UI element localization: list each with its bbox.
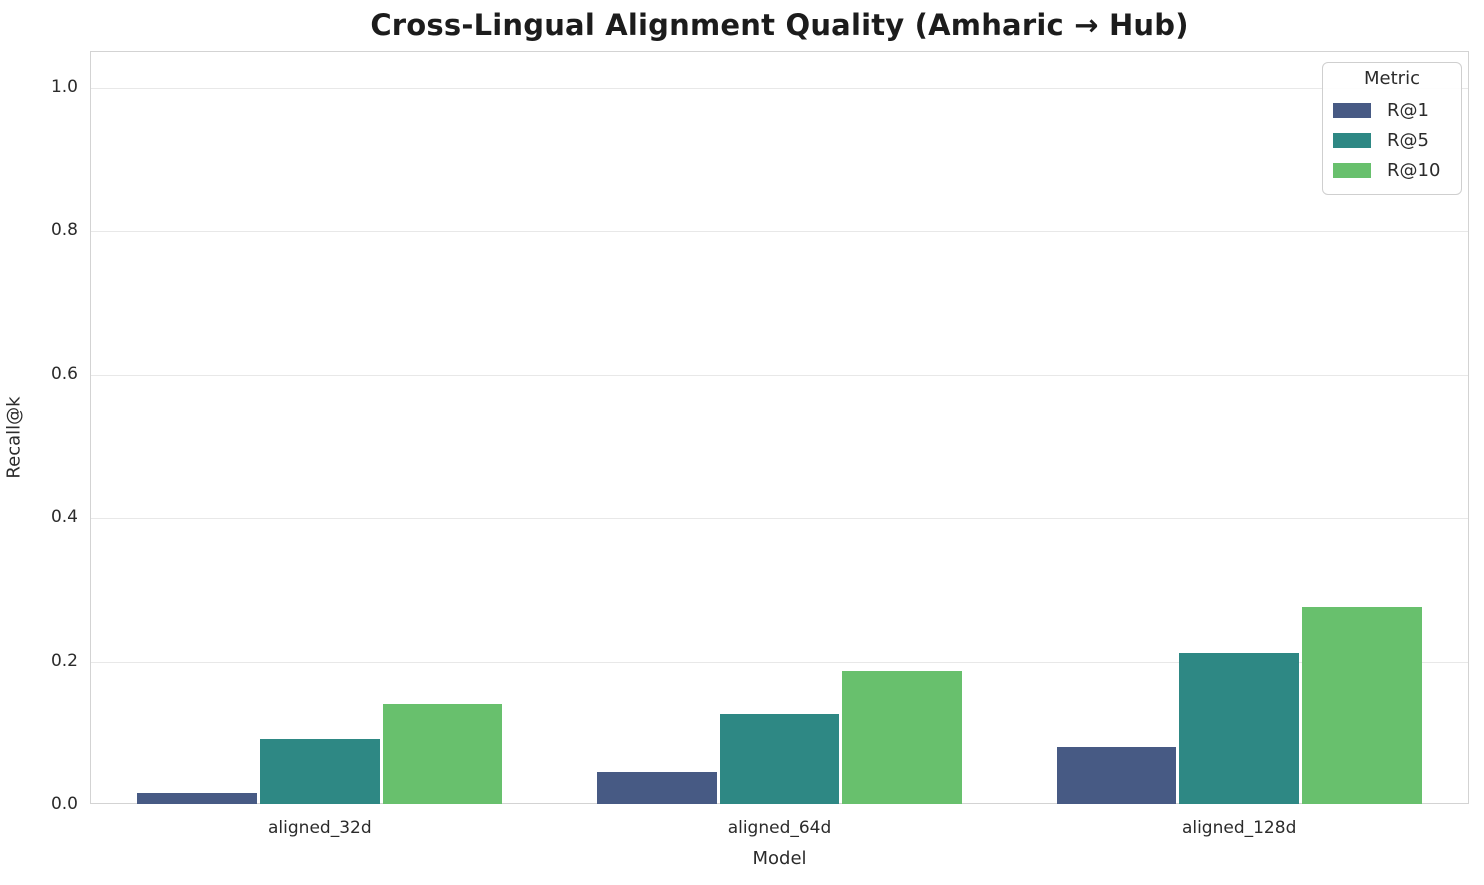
y-axis-label: Recall@k — [3, 396, 25, 479]
gridline-0.4 — [91, 518, 1468, 520]
legend-swatch-r5 — [1333, 132, 1371, 148]
legend-entry: R@1 — [1333, 95, 1451, 125]
legend-entry: R@10 — [1333, 155, 1451, 185]
bar-r5-aligned_64d — [719, 714, 840, 804]
y-tick-label: 1.0 — [50, 76, 78, 97]
legend-entry: R@5 — [1333, 125, 1451, 155]
gridline-0.8 — [91, 231, 1468, 233]
legend-label: R@5 — [1387, 129, 1429, 151]
legend-label: R@1 — [1387, 99, 1429, 121]
legend: Metric R@1 R@5 R@10 — [1322, 62, 1462, 195]
y-tick-label: 0.2 — [50, 650, 78, 671]
bar-r1-aligned_32d — [137, 793, 258, 804]
legend-label: R@10 — [1387, 159, 1441, 181]
gridline-1.0 — [91, 87, 1468, 89]
legend-swatch-r1 — [1333, 102, 1371, 118]
y-tick-label: 0.0 — [50, 794, 78, 814]
legend-entries: R@1 R@5 R@10 — [1333, 95, 1451, 185]
bar-r5-aligned_32d — [260, 739, 380, 804]
bar-r5-aligned_128d — [1179, 653, 1299, 804]
chart-title: Cross-Lingual Alignment Quality (Amharic… — [370, 8, 1189, 42]
gridline-0.6 — [91, 374, 1468, 376]
bar-r1-aligned_64d — [597, 771, 717, 804]
y-tick-label: 0.6 — [50, 363, 78, 384]
bar-r10-aligned_32d — [382, 703, 503, 804]
y-tick-label: 0.8 — [50, 220, 78, 241]
bar-r10-aligned_64d — [842, 671, 962, 804]
bar-r10-aligned_128d — [1301, 606, 1422, 804]
legend-swatch-r10 — [1333, 162, 1371, 178]
plot-area — [90, 51, 1469, 804]
x-axis-label: Model — [752, 848, 807, 869]
legend-title: Metric — [1364, 68, 1420, 89]
x-tick-label: aligned_64d — [727, 818, 832, 838]
bar-r1-aligned_128d — [1056, 746, 1177, 804]
x-tick-label: aligned_32d — [268, 818, 372, 838]
gridline-0.2 — [91, 661, 1468, 663]
x-tick-label: aligned_128d — [1181, 818, 1297, 838]
y-tick-label: 0.4 — [50, 507, 78, 528]
